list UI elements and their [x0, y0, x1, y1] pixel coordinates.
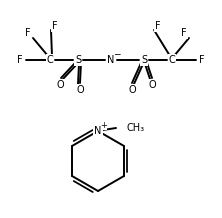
Text: F: F [181, 28, 187, 38]
Text: S: S [141, 55, 147, 65]
Text: F: F [17, 55, 23, 65]
Text: −: − [113, 49, 121, 58]
Text: O: O [148, 80, 156, 90]
Text: O: O [76, 85, 84, 95]
Text: F: F [199, 55, 205, 65]
Text: CH₃: CH₃ [126, 123, 144, 133]
Text: N: N [94, 126, 102, 136]
Text: F: F [25, 28, 31, 38]
Text: S: S [75, 55, 81, 65]
Text: +: + [101, 121, 107, 129]
Text: C: C [47, 55, 53, 65]
Text: N: N [107, 55, 115, 65]
Text: F: F [155, 21, 161, 31]
Text: F: F [52, 21, 58, 31]
Text: C: C [169, 55, 175, 65]
Text: O: O [56, 80, 64, 90]
Text: O: O [128, 85, 136, 95]
